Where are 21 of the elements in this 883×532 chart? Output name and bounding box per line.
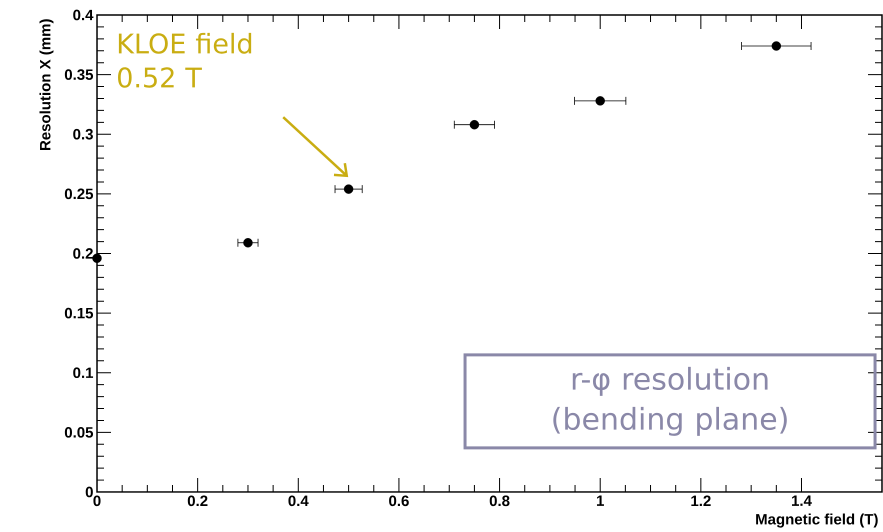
y-tick-label: 0.35: [64, 69, 94, 80]
y-tick-label: 0.3: [73, 128, 93, 140]
y-tick-label: 0.15: [64, 308, 94, 318]
x-tick-label: 1.2: [691, 496, 711, 506]
x-tick-label: 0.8: [490, 496, 510, 506]
x-axis-title: Magnetic field (T): [756, 514, 878, 528]
y-tick-label: 0.05: [64, 427, 94, 438]
annotation: KLOE field 0.52 T: [118, 32, 252, 88]
x-tick-label: 1.4: [792, 496, 812, 506]
x-tick-label: 1: [596, 496, 604, 506]
y-tick-label: 0: [86, 486, 93, 498]
x-tick-label: 0.6: [389, 496, 409, 506]
y-tick-label: 0.2: [73, 248, 93, 259]
x-tick-label: 0.2: [188, 496, 208, 506]
y-axis-title: Resolution X (mm): [39, 19, 54, 150]
y-tick-label: 0.1: [73, 367, 94, 378]
x-tick-label: 0.4: [288, 496, 309, 506]
annotation: r-φ resolution (bending plane): [553, 366, 787, 436]
y-tick-label: 0.4: [73, 10, 94, 20]
x-tick-label: 0: [93, 496, 101, 506]
y-tick-label: 0.25: [64, 188, 94, 200]
